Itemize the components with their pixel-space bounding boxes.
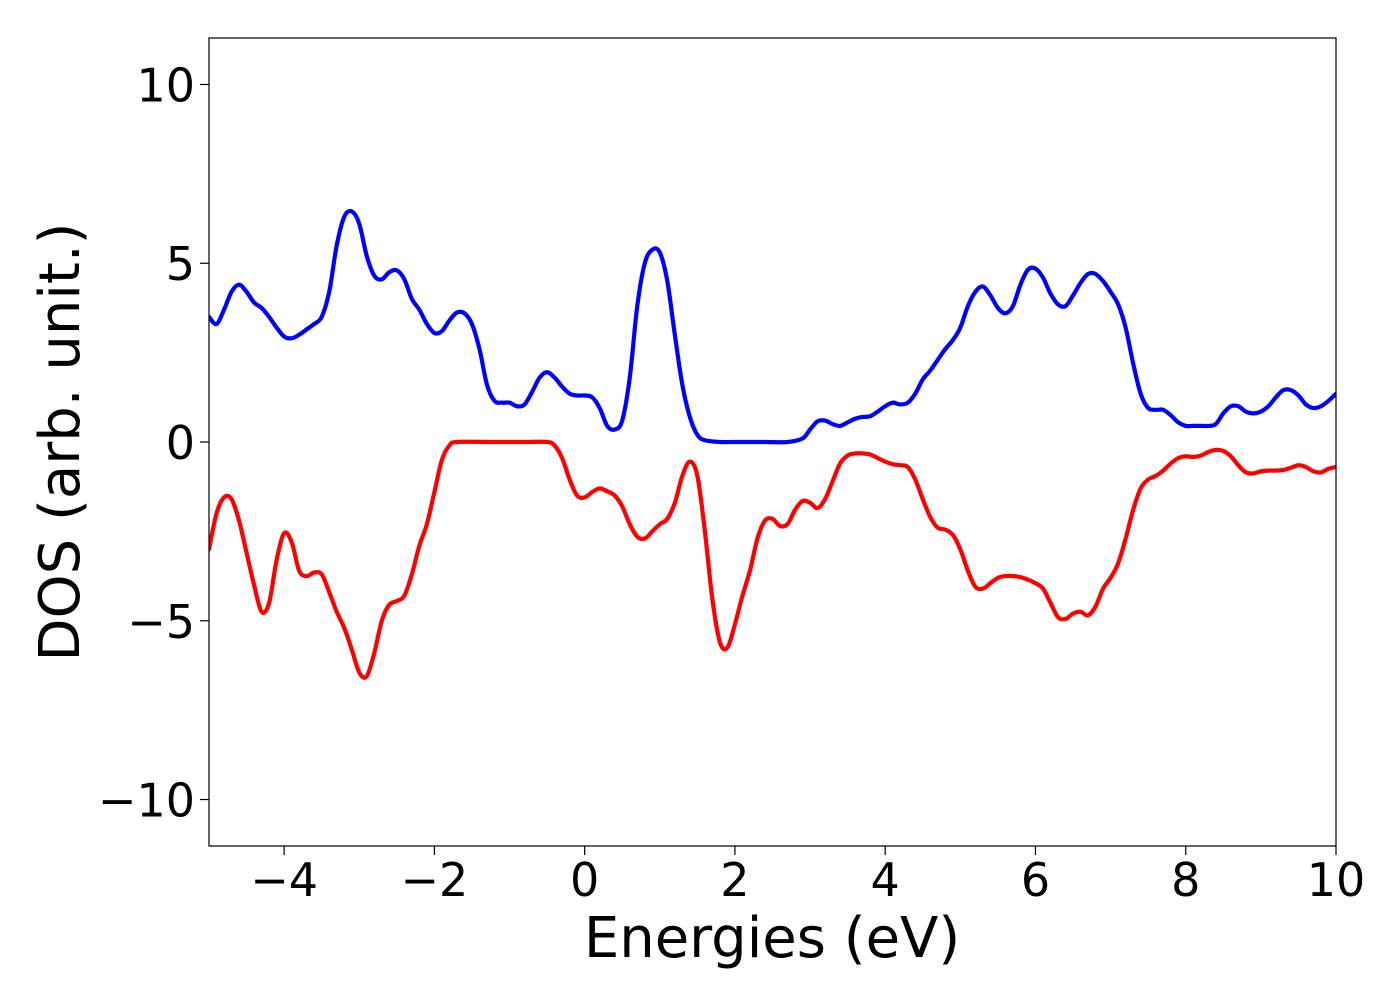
y-tick-label: −10 — [98, 774, 195, 828]
x-tick-label: 4 — [871, 853, 900, 907]
y-tick-label: 10 — [136, 58, 195, 112]
x-axis-ticks: −4 −2 0 2 4 6 8 10 — [250, 846, 1365, 907]
x-tick-label: −4 — [250, 853, 318, 907]
x-tick-label: 8 — [1171, 853, 1200, 907]
y-tick-label: 0 — [166, 416, 195, 470]
x-tick-label: 2 — [720, 853, 749, 907]
y-tick-label: 5 — [166, 237, 195, 291]
y-axis-title: DOS (arb. unit.) — [28, 222, 93, 661]
series-layer — [209, 208, 1336, 680]
dos-line-red — [209, 439, 1336, 680]
x-tick-label: 0 — [570, 853, 599, 907]
dos-line-blue — [209, 208, 1336, 445]
x-axis-title: Energies (eV) — [584, 906, 960, 971]
x-tick-label: 6 — [1021, 853, 1050, 907]
y-axis-ticks: −10 −5 0 5 10 — [98, 58, 209, 828]
x-tick-label: −2 — [400, 853, 468, 907]
y-tick-label: −5 — [127, 595, 195, 649]
x-tick-label: 10 — [1307, 853, 1366, 907]
